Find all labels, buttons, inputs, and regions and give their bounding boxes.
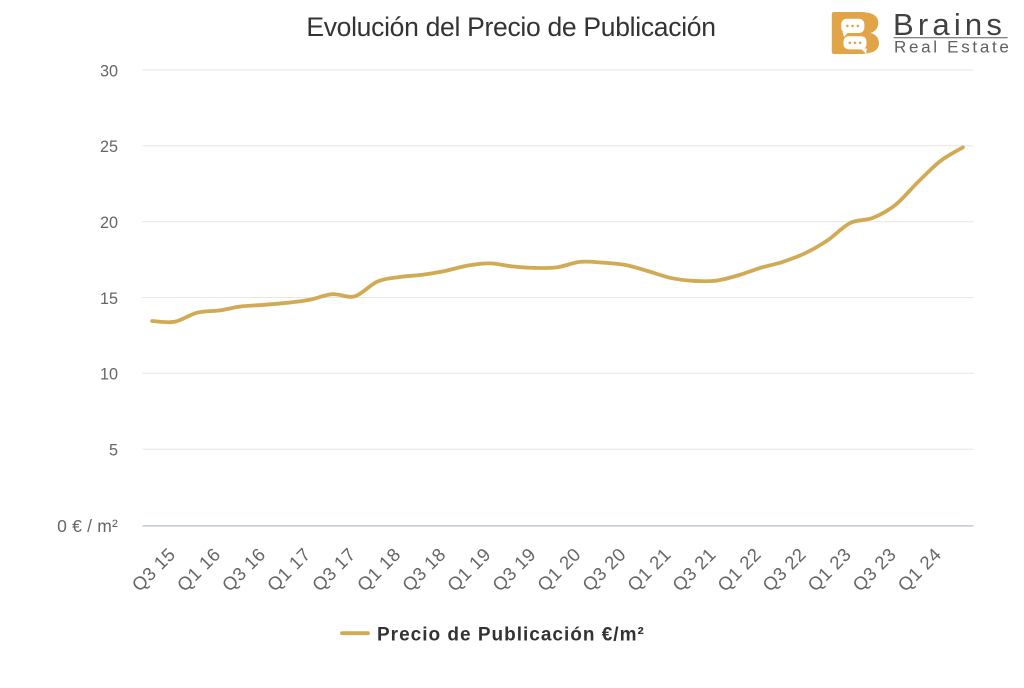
svg-text:Q1 21: Q1 21 <box>623 543 675 595</box>
svg-text:25: 25 <box>100 138 118 156</box>
svg-text:Precio de Publicación €/m²: Precio de Publicación €/m² <box>377 625 645 646</box>
svg-text:Q1 22: Q1 22 <box>713 543 765 595</box>
svg-text:Q1 19: Q1 19 <box>443 543 495 595</box>
svg-text:5: 5 <box>109 442 118 460</box>
svg-text:Brains: Brains <box>893 7 1006 42</box>
svg-text:Q3 22: Q3 22 <box>758 543 810 595</box>
svg-text:Q3 19: Q3 19 <box>488 543 540 595</box>
svg-text:Q1 24: Q1 24 <box>893 543 945 595</box>
svg-text:Q1 16: Q1 16 <box>173 543 225 595</box>
svg-text:Q1 20: Q1 20 <box>533 543 585 595</box>
svg-text:Q3 15: Q3 15 <box>128 543 180 595</box>
svg-text:30: 30 <box>100 62 118 80</box>
svg-text:0 € / m²: 0 € / m² <box>57 516 118 536</box>
svg-text:Q1 18: Q1 18 <box>353 543 405 595</box>
svg-text:10: 10 <box>100 366 118 384</box>
svg-text:Q1 23: Q1 23 <box>803 543 855 595</box>
svg-text:Q3 17: Q3 17 <box>308 543 360 595</box>
svg-text:Q1 17: Q1 17 <box>263 543 315 595</box>
svg-text:20: 20 <box>100 214 118 232</box>
svg-text:Q3 20: Q3 20 <box>578 543 630 595</box>
svg-text:Q3 23: Q3 23 <box>848 543 900 595</box>
svg-text:Evolución del Precio de Public: Evolución del Precio de Publicación <box>306 12 715 42</box>
svg-text:Real Estate: Real Estate <box>894 38 1012 57</box>
svg-text:15: 15 <box>100 290 118 308</box>
svg-text:Q3 18: Q3 18 <box>398 543 450 595</box>
svg-text:Q3 16: Q3 16 <box>218 543 270 595</box>
svg-text:Q3 21: Q3 21 <box>668 543 720 595</box>
